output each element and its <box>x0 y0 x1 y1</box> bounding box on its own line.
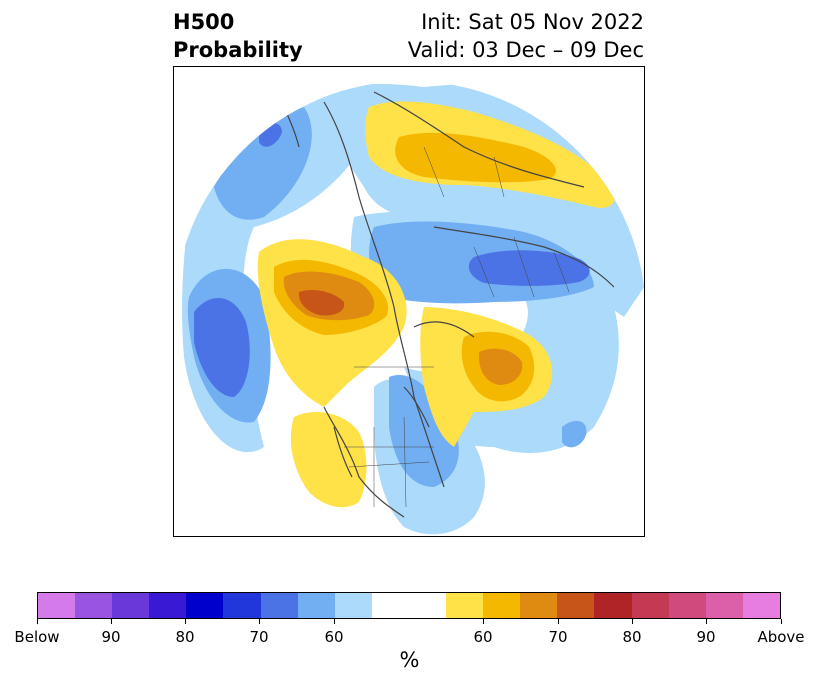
below-region-eurasia-core <box>468 250 590 286</box>
colorbar-tick <box>781 619 782 624</box>
colorbar-tick-labels: Below 90 80 70 60 60 70 80 90 Above <box>0 628 819 648</box>
colorbar-tick <box>185 619 186 624</box>
below-region-pacific-core <box>194 298 250 397</box>
colorbar-cell <box>594 593 632 618</box>
colorbar-tick-label: 80 <box>622 628 642 646</box>
colorbar-cell <box>260 593 298 618</box>
colorbar-cell <box>186 593 224 618</box>
colorbar-tick <box>334 619 335 624</box>
colorbar-cell <box>705 593 743 618</box>
below-region-pacific-mid <box>214 107 312 220</box>
colorbar-cell <box>223 593 261 618</box>
political-borders <box>344 146 570 508</box>
colorbar <box>37 592 781 619</box>
above-region-southwest <box>290 412 367 508</box>
colorbar-tick-label: 90 <box>696 628 716 646</box>
colorbar-tick <box>558 619 559 624</box>
chart-title: H500 Probability <box>173 8 303 64</box>
colorbar-cell <box>742 593 780 618</box>
colorbar-cell <box>668 593 706 618</box>
colorbar-tick-label: 90 <box>101 628 121 646</box>
colorbar-tick-label: Above <box>757 628 805 646</box>
above-region-westcoast-core <box>298 290 345 316</box>
colorbar-cell <box>483 593 521 618</box>
colorbar-cell <box>371 593 409 618</box>
colorbar-cell <box>75 593 113 618</box>
valid-range: Valid: 03 Dec – 09 Dec <box>407 38 644 62</box>
colorbar-tick-label: Below <box>14 628 60 646</box>
colorbar-cell <box>38 593 76 618</box>
colorbar-cell <box>557 593 595 618</box>
colorbar-tick-label: 60 <box>324 628 344 646</box>
title-variable: H500 <box>173 10 235 34</box>
colorbar-cell <box>408 593 447 618</box>
map-canvas <box>182 82 644 535</box>
colorbar-cell <box>334 593 372 618</box>
colorbar-tick-label: 80 <box>175 628 195 646</box>
above-region-siberia-mid <box>395 132 556 183</box>
colorbar-tick-label: 70 <box>249 628 269 646</box>
above-region-greenland-core <box>478 348 523 385</box>
title-type: Probability <box>173 38 303 62</box>
init-date: Init: Sat 05 Nov 2022 <box>421 10 644 34</box>
colorbar-cell <box>297 593 335 618</box>
probability-map <box>173 66 645 537</box>
colorbar-tick <box>37 619 38 624</box>
below-region-atlantic-small <box>562 420 587 448</box>
colorbar-tick-label: 70 <box>548 628 568 646</box>
below-region-eastus-mid <box>389 375 459 487</box>
colorbar-tick <box>706 619 707 624</box>
colorbar-tick <box>111 619 112 624</box>
colorbar-tick <box>632 619 633 624</box>
colorbar-cell <box>520 593 558 618</box>
colorbar-cell <box>112 593 150 618</box>
colorbar-unit: % <box>399 648 420 672</box>
colorbar-tick-label: 60 <box>473 628 493 646</box>
colorbar-cell <box>149 593 187 618</box>
colorbar-cell <box>631 593 669 618</box>
colorbar-tick <box>483 619 484 624</box>
chart-dates: Init: Sat 05 Nov 2022 Valid: 03 Dec – 09… <box>408 8 644 64</box>
colorbar-tick <box>259 619 260 624</box>
colorbar-cell <box>446 593 484 618</box>
